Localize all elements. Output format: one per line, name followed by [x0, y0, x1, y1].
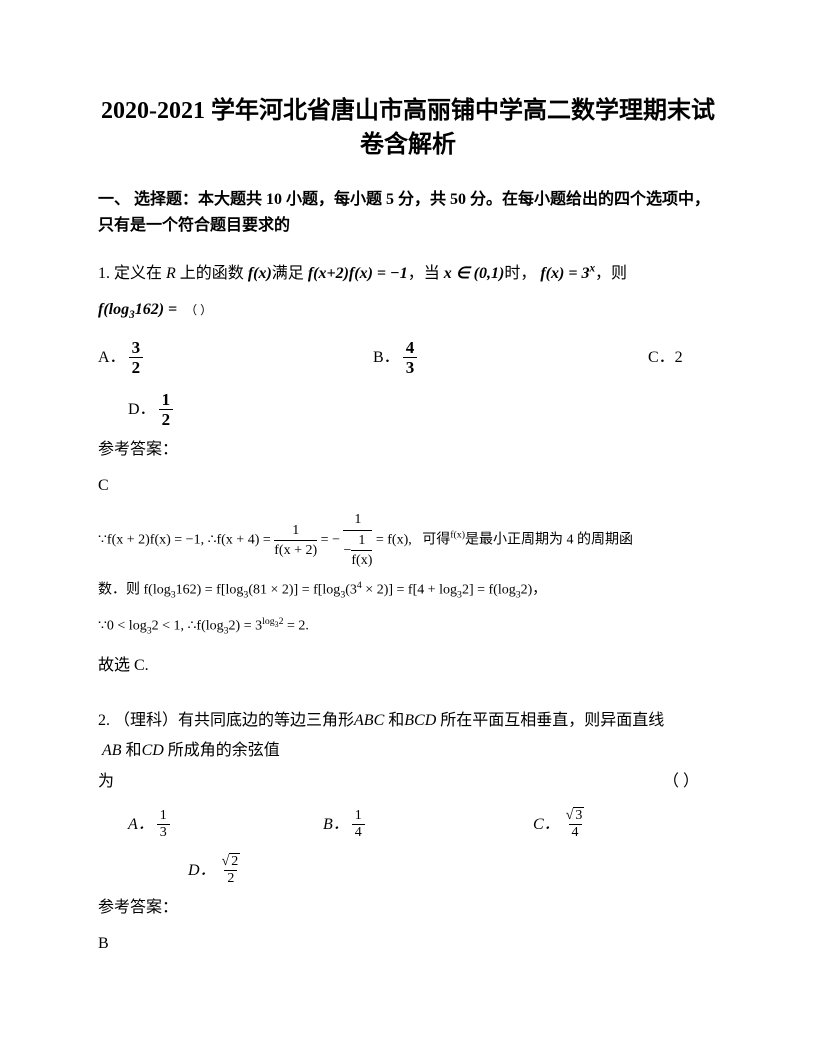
q1-blank: （ ） [185, 297, 240, 323]
q2-opt-d: D． 22 [188, 855, 718, 886]
section-header: 一、 选择题：本大题共 10 小题，每小题 5 分，共 50 分。在每小题给出的… [98, 187, 718, 238]
q1-R: R [166, 265, 176, 282]
q1-solution-line3: ∵0 < log32 < 1, ∴f(log32) = 3log32 = 2. [98, 613, 718, 641]
q1-cond: f(x+2)f(x) = −1 [308, 265, 408, 282]
q1-final: 故选 C. [98, 651, 718, 681]
q1-solution-line2: 数．则 f(log3162) = f[log3(81 × 2)] = f[log… [98, 577, 718, 605]
q2-answer-label: 参考答案： [98, 896, 718, 920]
q2-options: A． 13 B． 14 C． 34 D． 22 [98, 809, 718, 886]
q1-options: A． 32 B． 43 C．2 D． 12 [98, 339, 718, 428]
exam-title: 2020-2021 学年河北省唐山市高丽铺中学高二数学理期末试卷含解析 [98, 95, 718, 162]
q1-fx: f(x) [248, 265, 272, 282]
question-2: 2. （理科）有共同底边的等边三角形ABC 和BCD 所在平面互相垂直，则异面直… [98, 706, 718, 797]
q1-flog: f(log3162) = [98, 301, 177, 318]
q2-mid1: 和 [388, 712, 404, 729]
q1-fx3: f(x) = 3x [540, 265, 595, 282]
q2-ab: AB [102, 742, 122, 759]
q1-text: 1. 定义在 [98, 265, 166, 282]
q2-mid2: 所在平面互相垂直，则异面直线 [440, 712, 664, 729]
q2-pre: 2. （理科）有共同底边的等边三角形 [98, 712, 354, 729]
q1-answer: C [98, 474, 718, 498]
q1-mid3: 时， [504, 265, 536, 282]
q1-text2: 上的函数 [176, 265, 244, 282]
q1-answer-label: 参考答案： [98, 438, 718, 462]
question-1: 1. 定义在 R 上的函数 f(x)满足 f(x+2)f(x) = −1，当 x… [98, 256, 718, 327]
q2-abc: ABC [354, 712, 384, 729]
q2-opt-c: C． 34 [533, 809, 633, 840]
q2-wei: 为 [98, 767, 114, 797]
q1-mid2: ，当 [408, 265, 440, 282]
q2-bcd: BCD [404, 712, 436, 729]
q1-opt-a: A． 32 [98, 339, 373, 376]
q1-opt-c: C．2 [648, 346, 708, 370]
q2-blank: （ ） [663, 767, 718, 797]
q1-opt-d: D． 12 [128, 391, 718, 428]
q2-cd: CD [142, 742, 164, 759]
q2-mid4: 所成角的余弦值 [168, 742, 280, 759]
q1-mid1: 满足 [272, 265, 304, 282]
q2-opt-b: B． 14 [323, 809, 533, 840]
q1-domain: x ∈ (0,1) [444, 265, 505, 282]
q2-mid3: 和 [126, 742, 142, 759]
q1-opt-b: B． 43 [373, 339, 648, 376]
q2-opt-a: A． 13 [128, 809, 323, 840]
q1-solution-line1: ∵f(x + 2)f(x) = −1, ∴f(x + 4) = 1 f(x + … [98, 512, 718, 568]
q2-answer: B [98, 932, 718, 956]
q1-mid4: ，则 [595, 265, 627, 282]
